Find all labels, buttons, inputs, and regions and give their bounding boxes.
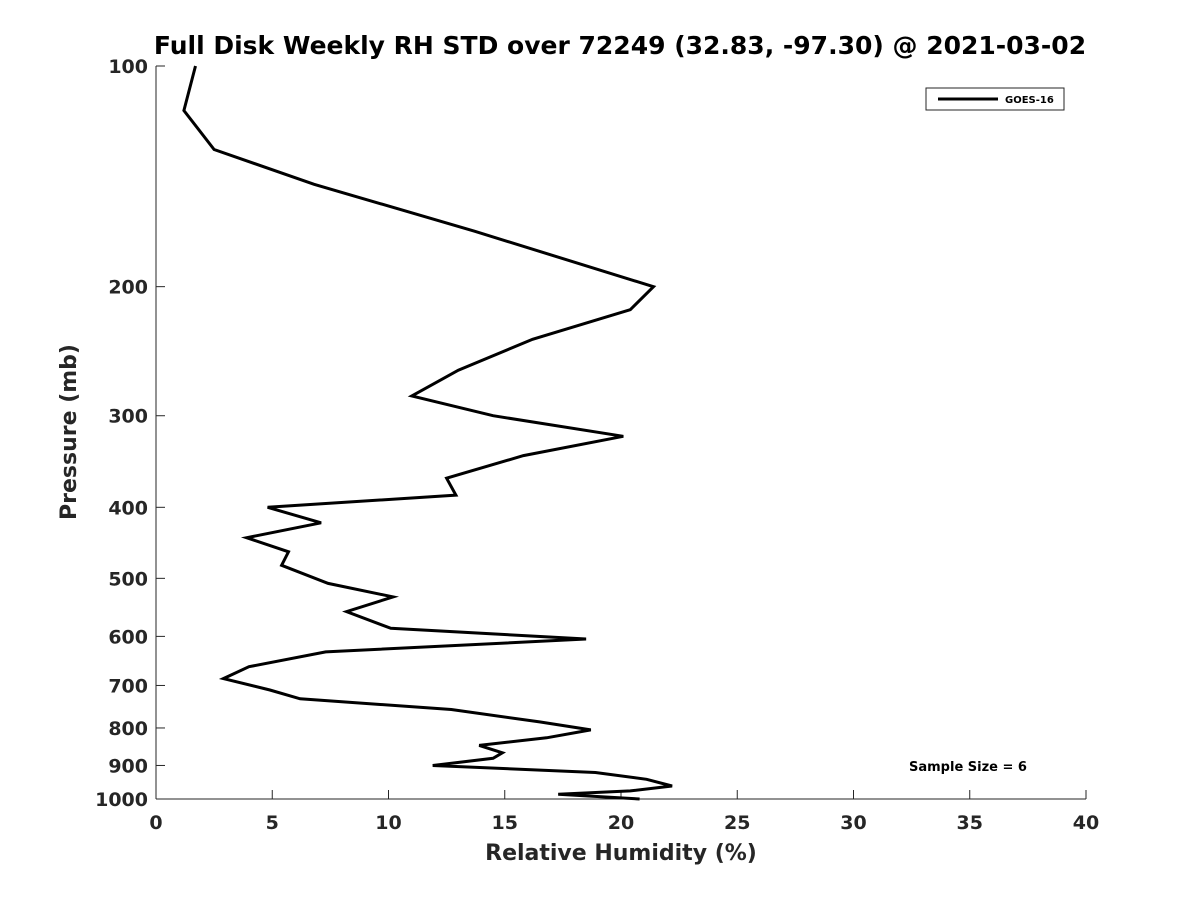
x-tick-label: 30 xyxy=(840,812,866,834)
legend-item-goes-16: GOES-16 xyxy=(1005,95,1054,106)
series-line-goes-16 xyxy=(182,65,673,801)
sample-size-annotation: Sample Size = 6 xyxy=(909,760,1027,775)
chart-title: Full Disk Weekly RH STD over 72249 (32.8… xyxy=(154,31,1086,60)
y-tick-label: 100 xyxy=(108,56,148,78)
y-tick-label: 500 xyxy=(108,568,148,590)
y-tick-label: 900 xyxy=(108,755,148,777)
y-axis-label: Pressure (mb) xyxy=(57,344,82,520)
x-tick-label: 10 xyxy=(375,812,401,834)
y-tick-label: 800 xyxy=(108,718,148,740)
x-tick-label: 20 xyxy=(608,812,634,834)
x-axis-label: Relative Humidity (%) xyxy=(485,841,757,866)
x-tick-label: 35 xyxy=(957,812,983,834)
y-tick-label: 200 xyxy=(108,277,148,299)
x-tick-label: 5 xyxy=(266,812,279,834)
legend: GOES-16 xyxy=(925,87,1065,111)
series-layer xyxy=(182,65,673,801)
y-tick-label: 600 xyxy=(108,626,148,648)
x-tick-label: 25 xyxy=(724,812,750,834)
y-tick-label: 700 xyxy=(108,675,148,697)
y-tick-label: 300 xyxy=(108,406,148,428)
plot-area: 0 5 10 15 20 25 30 35 40 100 200 300 400 500 600 700 80… xyxy=(95,56,1099,834)
y-axis-ticks: 100 200 300 400 500 600 700 800 900 1000 xyxy=(95,56,165,811)
x-tick-label: 0 xyxy=(149,812,162,834)
y-tick-label: 400 xyxy=(108,497,148,519)
x-axis-ticks: 0 5 10 15 20 25 30 35 40 xyxy=(149,790,1099,834)
plot-background xyxy=(156,66,1086,799)
y-tick-label: 1000 xyxy=(95,789,148,811)
x-tick-label: 15 xyxy=(492,812,518,834)
x-tick-label: 40 xyxy=(1073,812,1099,834)
